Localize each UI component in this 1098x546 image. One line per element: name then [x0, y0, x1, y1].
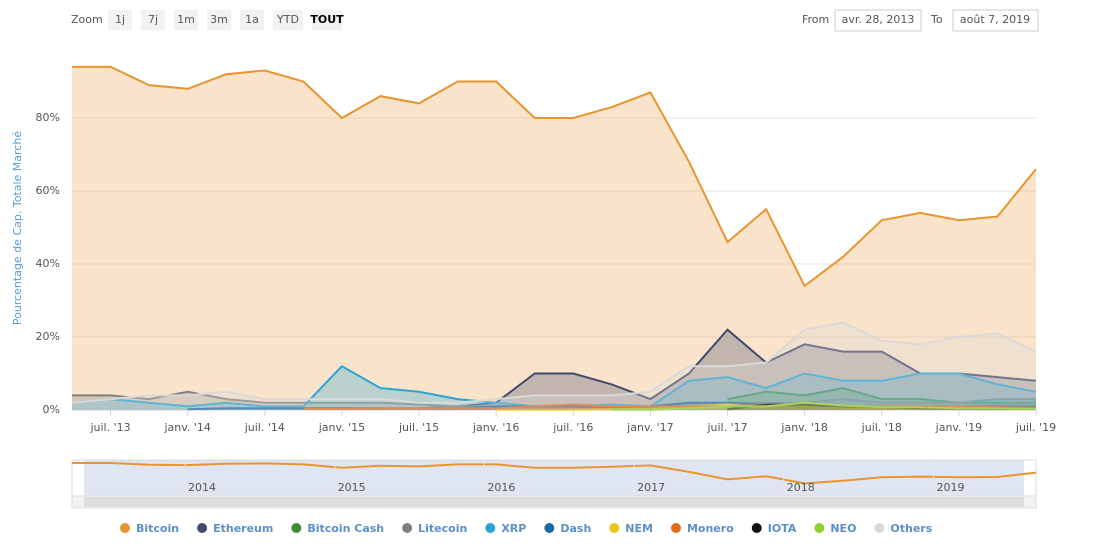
- x-tick-label: juil. '15: [398, 421, 439, 434]
- series-area: [419, 329, 1036, 410]
- to-label: To: [930, 13, 943, 26]
- navigator-label: 2017: [637, 481, 665, 494]
- series-area: [187, 402, 1036, 410]
- legend-marker[interactable]: [485, 523, 496, 533]
- legend-marker[interactable]: [751, 523, 762, 533]
- range-button-label[interactable]: 3m: [210, 13, 228, 26]
- navigator-label: 2018: [787, 481, 815, 494]
- legend-label[interactable]: NEO: [830, 522, 856, 535]
- navigator-label: 2019: [937, 481, 965, 494]
- range-button-label[interactable]: 1j: [115, 13, 125, 26]
- legend-marker[interactable]: [814, 523, 825, 533]
- range-button[interactable]: [141, 10, 165, 30]
- range-button-label[interactable]: 1m: [177, 13, 195, 26]
- x-tick-label: janv. '19: [935, 421, 982, 434]
- legend-marker[interactable]: [120, 523, 130, 533]
- series-area: [72, 322, 1036, 410]
- x-tick-label: juil. '16: [552, 421, 593, 434]
- x-tick-label: janv. '14: [163, 421, 210, 434]
- legend-marker[interactable]: [874, 523, 885, 533]
- series-line: [611, 401, 1037, 411]
- legend-label[interactable]: Dash: [560, 522, 591, 535]
- legend-label[interactable]: IOTA: [768, 522, 797, 535]
- to-date[interactable]: août 7, 2019: [960, 13, 1030, 26]
- navigator-label: 2016: [487, 481, 515, 494]
- legend-label[interactable]: Litecoin: [418, 522, 467, 535]
- legend-label[interactable]: Others: [890, 522, 932, 535]
- x-tick-label: juil. '14: [244, 421, 285, 434]
- legend-label[interactable]: Ethereum: [213, 522, 273, 535]
- y-tick-label: 0%: [43, 403, 60, 416]
- legend-label[interactable]: XRP: [501, 522, 526, 535]
- range-button-label[interactable]: YTD: [276, 13, 299, 26]
- from-date[interactable]: avr. 28, 2013: [842, 13, 915, 26]
- x-tick-label: janv. '18: [780, 421, 827, 434]
- legend-label[interactable]: Monero: [687, 522, 734, 535]
- legend-label[interactable]: Bitcoin Cash: [307, 522, 384, 535]
- legend-label[interactable]: Bitcoin: [136, 522, 179, 535]
- range-button[interactable]: [273, 10, 303, 30]
- range-button-label[interactable]: 7j: [148, 13, 158, 26]
- x-tick-label: janv. '15: [318, 421, 365, 434]
- x-tick-label: juil. '18: [861, 421, 902, 434]
- scrollbar-thumb[interactable]: [84, 497, 1024, 507]
- y-tick-label: 40%: [36, 257, 60, 270]
- range-button[interactable]: [174, 10, 198, 30]
- range-button-label[interactable]: TOUT: [310, 13, 344, 26]
- legend-marker[interactable]: [402, 523, 413, 533]
- range-button[interactable]: [207, 10, 231, 30]
- x-tick-label: janv. '16: [472, 421, 519, 434]
- y-tick-label: 80%: [36, 111, 60, 124]
- series-area: [72, 66, 1036, 411]
- range-button[interactable]: [108, 10, 132, 30]
- legend-marker[interactable]: [544, 523, 555, 533]
- from-input[interactable]: [834, 9, 922, 32]
- navigator-label: 2015: [338, 481, 366, 494]
- x-tick-label: juil. '13: [89, 421, 130, 434]
- y-tick-label: 20%: [36, 330, 60, 343]
- navigator-label: 2014: [188, 481, 216, 494]
- zoom-label: Zoom: [71, 13, 103, 26]
- series-line: [72, 65, 1037, 288]
- x-tick-label: janv. '17: [626, 421, 673, 434]
- x-tick-label: juil. '19: [1015, 421, 1056, 434]
- y-tick-label: 60%: [36, 184, 60, 197]
- series-line: [71, 321, 1037, 404]
- to-input[interactable]: [952, 9, 1039, 32]
- legend-marker[interactable]: [670, 523, 681, 533]
- navigator-line: [72, 462, 1037, 485]
- range-button-label[interactable]: 1a: [245, 13, 259, 26]
- series-line: [727, 387, 1036, 404]
- legend-marker[interactable]: [197, 523, 208, 533]
- x-tick-label: juil. '17: [706, 421, 747, 434]
- legend-label[interactable]: NEM: [625, 522, 653, 535]
- y-axis-title: Pourcentage de Cap. Totale Marché: [11, 131, 24, 325]
- legend-marker[interactable]: [609, 523, 620, 533]
- from-label: From: [802, 13, 829, 26]
- legend-marker[interactable]: [291, 523, 302, 533]
- range-button[interactable]: [312, 10, 342, 30]
- range-button[interactable]: [240, 10, 264, 30]
